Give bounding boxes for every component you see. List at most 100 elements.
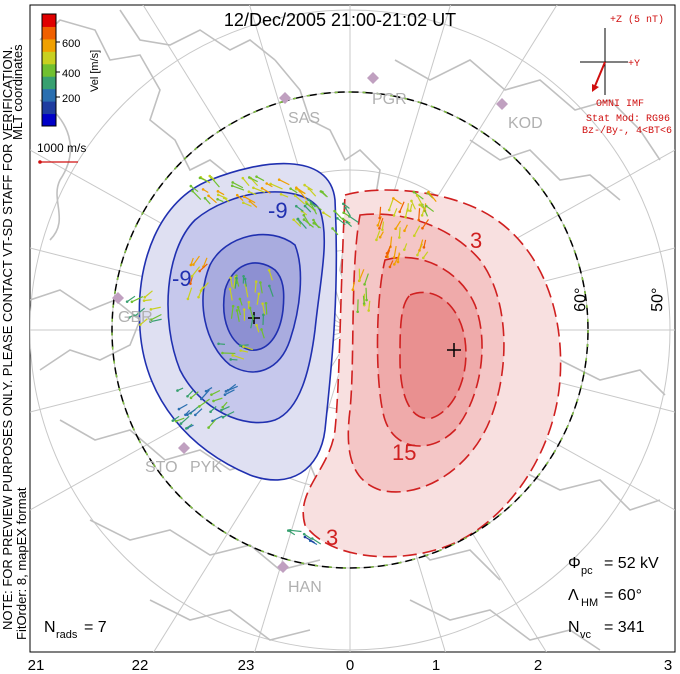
velocity-vector: [192, 255, 200, 265]
coords-label: MLT coordinates: [10, 44, 25, 140]
velocity-vector: [230, 306, 234, 319]
velocity-vector-origin: [247, 190, 251, 194]
velocity-vector-origin: [231, 181, 234, 184]
velocity-vector-origin: [189, 184, 193, 188]
station-label-pgr: PGR: [372, 91, 407, 108]
velocity-vector: [234, 277, 238, 289]
velocity-vector-origin: [185, 427, 188, 430]
contour-label-pos-1: 3: [470, 228, 482, 253]
velocity-colorbar: [41, 13, 57, 127]
station-label-kod: KOD: [508, 115, 543, 132]
velocity-vector-origin: [149, 318, 153, 322]
stat-phi: Φ pc = 52 kV: [568, 555, 659, 577]
velocity-vector-origin: [307, 187, 311, 191]
velocity-vector: [268, 270, 273, 281]
velocity-vector: [428, 191, 437, 203]
vector-scale-dot: [38, 160, 42, 164]
hm-boundary-green: [111, 91, 589, 569]
svg-text:= 7: = 7: [84, 619, 107, 636]
velocity-vector-origin: [279, 192, 283, 196]
imf-source: OMNI IMF: [596, 99, 644, 110]
colorbar-block: [42, 101, 56, 115]
velocity-vector: [253, 187, 266, 193]
velocity-vector-origin: [241, 176, 245, 180]
velocity-vector-origin: [208, 174, 212, 178]
velocity-vector-origin: [257, 292, 261, 296]
velocity-vector-origin: [138, 323, 142, 326]
velocity-vector: [256, 293, 260, 305]
velocity-vector: [150, 306, 161, 310]
velocity-vector-origin: [149, 308, 153, 311]
velocity-vector: [293, 219, 302, 227]
velocity-vector-origin: [230, 184, 234, 188]
velocity-vector: [416, 195, 424, 207]
mlt-label-3: 3: [664, 657, 672, 674]
svg-text:= 60°: = 60°: [604, 587, 642, 604]
velocity-vector-origin: [403, 229, 406, 233]
velocity-vector: [243, 196, 256, 204]
colorbar-block: [42, 26, 56, 40]
velocity-vector-origin: [342, 211, 345, 215]
velocity-vector: [388, 199, 394, 211]
velocity-vector-origin: [303, 183, 306, 187]
velocity-vector: [294, 195, 305, 205]
velocity-vector: [243, 202, 252, 207]
station-label-sas: SAS: [288, 110, 320, 127]
velocity-vector: [134, 307, 146, 317]
velocity-vector: [208, 419, 216, 428]
contour-label-neg-2: -9: [172, 266, 192, 291]
velocity-vector-origin: [236, 305, 240, 309]
velocity-vector-origin: [396, 260, 400, 264]
svg-text:Λ: Λ: [568, 587, 579, 604]
mlt-label-1: 1: [432, 657, 440, 674]
colorbar-block: [42, 113, 56, 127]
velocity-vector-origin: [220, 408, 223, 412]
velocity-vector: [413, 225, 421, 237]
velocity-vector: [256, 176, 265, 182]
svg-text:vc: vc: [580, 629, 592, 641]
colorbar-tick-400: 400: [62, 68, 80, 80]
velocity-vector-origin: [207, 426, 210, 429]
velocity-vector-origin: [305, 202, 309, 206]
velocity-vector: [199, 177, 208, 182]
velocity-vector-origin: [289, 187, 292, 190]
mlt-label-21: 21: [28, 657, 45, 674]
velocity-vector-origin: [186, 394, 189, 398]
velocity-vector: [197, 286, 204, 298]
map-title: 12/Dec/2005 21:00-21:02 UT: [224, 10, 456, 30]
velocity-vector: [221, 406, 230, 411]
svg-text:N: N: [44, 619, 56, 636]
velocity-vector: [224, 389, 235, 396]
velocity-vector-origin: [125, 300, 129, 303]
velocity-vectors: [125, 174, 437, 546]
contour-label-pos-3: 3: [326, 525, 338, 550]
velocity-vector-origin: [216, 193, 220, 197]
velocity-vector-origin: [242, 308, 246, 311]
velocity-vector: [144, 290, 153, 298]
velocity-vector-origin: [235, 276, 238, 280]
velocity-vector-origin: [221, 405, 225, 409]
velocity-vector-origin: [210, 393, 213, 396]
velocity-vector-origin: [358, 279, 361, 282]
velocity-vector: [365, 287, 368, 301]
velocity-vector-origin: [385, 252, 389, 255]
velocity-vector-origin: [415, 194, 419, 197]
velocity-vector-origin: [235, 193, 239, 197]
velocity-vector-origin: [226, 389, 230, 392]
velocity-vector-origin: [265, 182, 269, 185]
velocity-vector: [297, 218, 307, 229]
velocity-vector-origin: [221, 351, 224, 355]
velocity-vector: [265, 303, 268, 315]
velocity-vector-origin: [198, 405, 201, 408]
velocity-vector: [126, 295, 136, 303]
colorbar-block: [42, 38, 56, 52]
velocity-vector-origin: [252, 186, 255, 190]
velocity-vector: [231, 185, 245, 191]
velocity-vector-origin: [344, 206, 347, 210]
velocity-vector: [278, 179, 290, 186]
velocity-vector: [290, 529, 302, 533]
velocity-vector-origin: [336, 217, 339, 220]
velocity-vector-origin: [238, 297, 242, 301]
velocity-vector-origin: [267, 269, 271, 272]
